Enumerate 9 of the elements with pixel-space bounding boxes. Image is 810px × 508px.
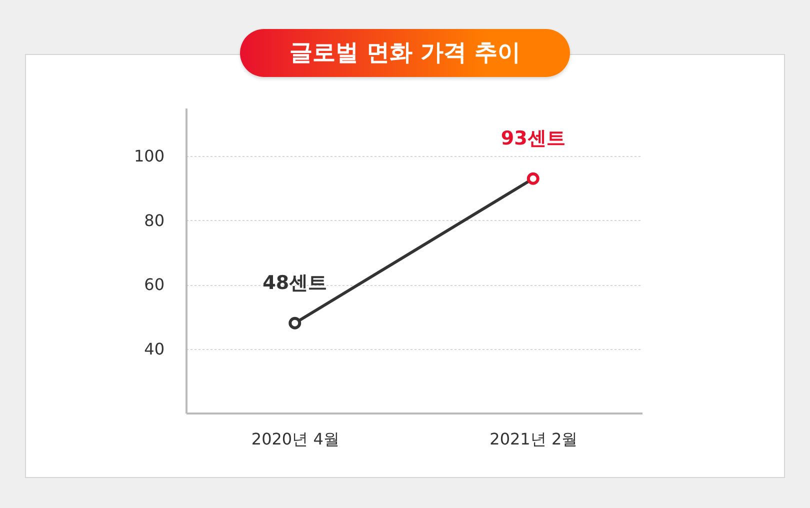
data-label: 48센트 bbox=[262, 272, 328, 294]
y-tick-label: 60 bbox=[144, 275, 164, 294]
y-tick-label: 100 bbox=[134, 146, 164, 166]
y-tick-label: 40 bbox=[144, 339, 164, 358]
x-tick-label: 2021년 2월 bbox=[490, 430, 578, 448]
chart-title: 글로벌 면화 가격 추이 bbox=[240, 29, 570, 77]
y-tick-label: 80 bbox=[144, 210, 164, 230]
data-label: 93센트 bbox=[500, 128, 566, 150]
x-tick-label: 2020년 4월 bbox=[251, 430, 340, 448]
